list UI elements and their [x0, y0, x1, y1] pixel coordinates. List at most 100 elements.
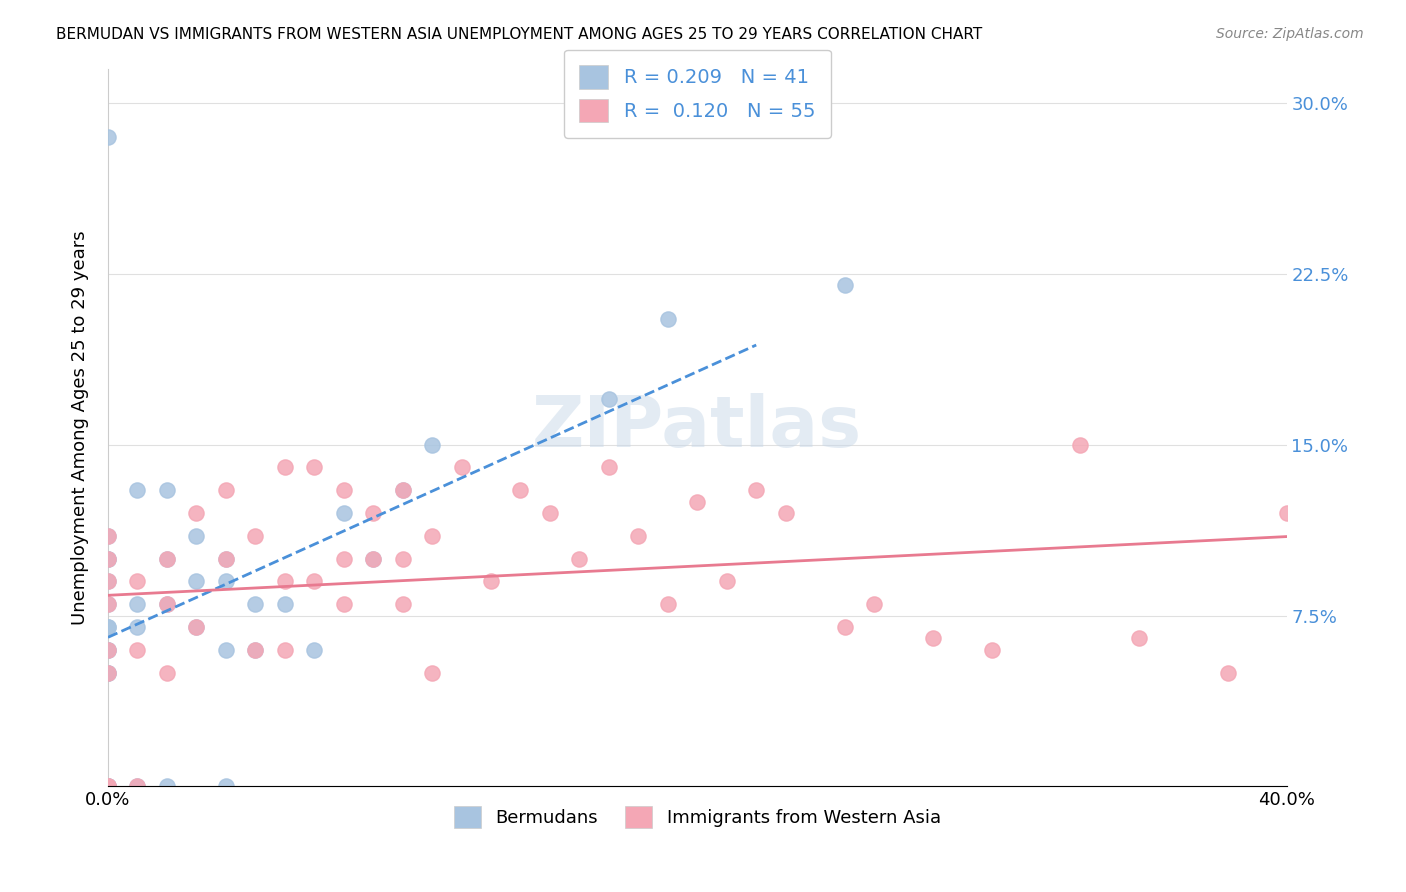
Point — [450, 460, 472, 475]
Point — [274, 597, 297, 611]
Point — [274, 460, 297, 475]
Point — [215, 483, 238, 498]
Point — [922, 632, 945, 646]
Point — [156, 483, 179, 498]
Point — [97, 780, 120, 794]
Point — [127, 642, 149, 657]
Point — [97, 129, 120, 144]
Point — [274, 642, 297, 657]
Point — [127, 597, 149, 611]
Point — [127, 620, 149, 634]
Point — [127, 574, 149, 589]
Point — [834, 278, 856, 293]
Point — [391, 551, 413, 566]
Point — [97, 665, 120, 680]
Point — [215, 780, 238, 794]
Point — [97, 551, 120, 566]
Point — [775, 506, 797, 520]
Point — [420, 437, 443, 451]
Point — [332, 506, 354, 520]
Point — [156, 551, 179, 566]
Point — [186, 506, 208, 520]
Point — [509, 483, 531, 498]
Point — [97, 620, 120, 634]
Point — [97, 642, 120, 657]
Point — [156, 551, 179, 566]
Point — [97, 597, 120, 611]
Point — [745, 483, 768, 498]
Point — [538, 506, 561, 520]
Point — [1128, 632, 1150, 646]
Point — [97, 574, 120, 589]
Text: ZIPatlas: ZIPatlas — [533, 393, 862, 462]
Point — [332, 597, 354, 611]
Point — [215, 642, 238, 657]
Point — [657, 312, 679, 326]
Point — [834, 620, 856, 634]
Point — [479, 574, 502, 589]
Point — [686, 494, 709, 508]
Point — [391, 483, 413, 498]
Point — [97, 665, 120, 680]
Point — [361, 506, 384, 520]
Point — [97, 780, 120, 794]
Point — [156, 665, 179, 680]
Point — [156, 780, 179, 794]
Point — [1275, 506, 1298, 520]
Point — [274, 574, 297, 589]
Point — [568, 551, 591, 566]
Point — [97, 620, 120, 634]
Point — [215, 551, 238, 566]
Point — [361, 551, 384, 566]
Point — [863, 597, 886, 611]
Legend: Bermudans, Immigrants from Western Asia: Bermudans, Immigrants from Western Asia — [447, 798, 948, 835]
Point — [186, 620, 208, 634]
Point — [127, 483, 149, 498]
Point — [245, 597, 267, 611]
Point — [304, 574, 326, 589]
Point — [215, 551, 238, 566]
Y-axis label: Unemployment Among Ages 25 to 29 years: Unemployment Among Ages 25 to 29 years — [72, 230, 89, 624]
Point — [332, 551, 354, 566]
Point — [97, 529, 120, 543]
Point — [97, 529, 120, 543]
Point — [420, 529, 443, 543]
Point — [627, 529, 650, 543]
Point — [97, 597, 120, 611]
Point — [245, 642, 267, 657]
Point — [361, 551, 384, 566]
Point — [420, 665, 443, 680]
Point — [97, 665, 120, 680]
Point — [716, 574, 738, 589]
Point — [1069, 437, 1091, 451]
Point — [156, 597, 179, 611]
Point — [97, 780, 120, 794]
Point — [97, 551, 120, 566]
Point — [97, 574, 120, 589]
Point — [186, 529, 208, 543]
Point — [245, 642, 267, 657]
Point — [97, 780, 120, 794]
Point — [186, 620, 208, 634]
Point — [97, 551, 120, 566]
Point — [391, 597, 413, 611]
Point — [981, 642, 1004, 657]
Point — [97, 642, 120, 657]
Point — [97, 642, 120, 657]
Point — [598, 460, 620, 475]
Point — [391, 483, 413, 498]
Point — [657, 597, 679, 611]
Point — [598, 392, 620, 406]
Point — [127, 780, 149, 794]
Point — [186, 574, 208, 589]
Point — [127, 780, 149, 794]
Point — [97, 780, 120, 794]
Text: Source: ZipAtlas.com: Source: ZipAtlas.com — [1216, 27, 1364, 41]
Text: BERMUDAN VS IMMIGRANTS FROM WESTERN ASIA UNEMPLOYMENT AMONG AGES 25 TO 29 YEARS : BERMUDAN VS IMMIGRANTS FROM WESTERN ASIA… — [56, 27, 983, 42]
Point — [304, 460, 326, 475]
Point — [215, 574, 238, 589]
Point — [304, 642, 326, 657]
Point — [156, 597, 179, 611]
Point — [245, 529, 267, 543]
Point — [1216, 665, 1239, 680]
